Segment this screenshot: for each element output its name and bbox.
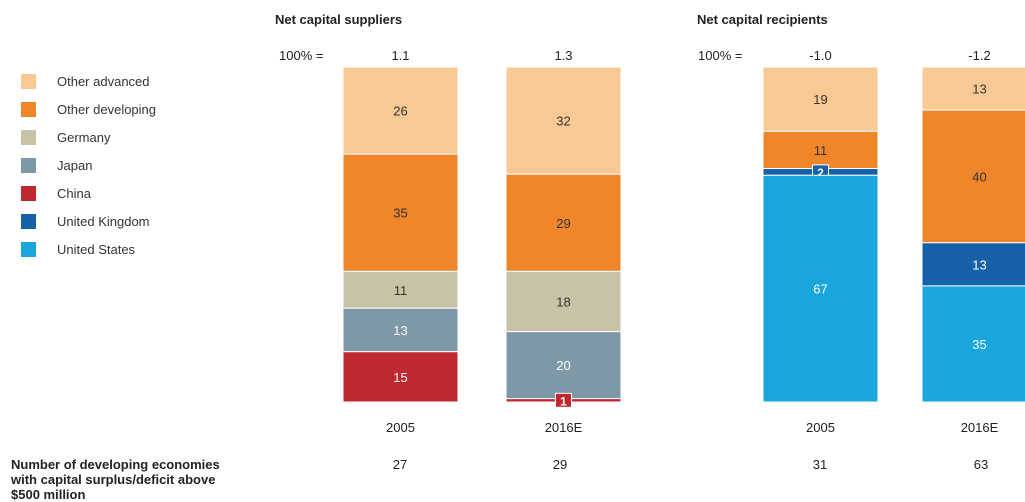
data-label: 26 bbox=[393, 104, 407, 119]
legend-label: China bbox=[57, 186, 92, 201]
legend-label: United States bbox=[57, 242, 136, 257]
bar-segment bbox=[342, 307, 459, 353]
bar-segment bbox=[762, 66, 879, 132]
bar-total-label: -1.0 bbox=[809, 48, 831, 63]
bar-segment bbox=[921, 109, 1025, 244]
bar-segment bbox=[921, 242, 1025, 287]
legend-swatch bbox=[21, 242, 36, 257]
data-label: 13 bbox=[972, 257, 986, 272]
category-label: 2005 bbox=[806, 420, 835, 435]
bar-segment bbox=[342, 351, 459, 403]
footer-value: 27 bbox=[393, 457, 407, 472]
legend-label: Germany bbox=[57, 130, 111, 145]
data-label: 11 bbox=[814, 143, 828, 158]
data-label: 67 bbox=[813, 282, 827, 297]
bar-total-label: 1.1 bbox=[391, 48, 409, 63]
bar-segment bbox=[342, 270, 459, 309]
footer-label: $500 million bbox=[11, 487, 85, 502]
footer-value: 31 bbox=[813, 457, 827, 472]
legend-swatch bbox=[21, 158, 36, 173]
bar-segment bbox=[505, 66, 622, 175]
data-label: 1 bbox=[560, 394, 567, 408]
category-label: 2016E bbox=[961, 420, 999, 435]
data-label: 18 bbox=[556, 295, 570, 310]
legend-swatch bbox=[21, 74, 36, 89]
footer-value: 29 bbox=[553, 457, 567, 472]
footer-value: 63 bbox=[974, 457, 988, 472]
data-label: 40 bbox=[972, 169, 986, 184]
bar-segment bbox=[505, 270, 622, 333]
legend-label: Japan bbox=[57, 158, 92, 173]
data-label: 15 bbox=[393, 370, 407, 385]
data-label: 35 bbox=[972, 337, 986, 352]
data-label: 2 bbox=[817, 166, 824, 180]
data-label: 19 bbox=[813, 92, 827, 107]
data-label: 11 bbox=[394, 283, 408, 298]
bar-segment bbox=[342, 153, 459, 272]
footer-label: with capital surplus/deficit above bbox=[10, 472, 215, 487]
data-label: 13 bbox=[393, 323, 407, 338]
bar-segment bbox=[342, 66, 459, 155]
data-label: 29 bbox=[556, 216, 570, 231]
bar-total-label: -1.2 bbox=[968, 48, 990, 63]
data-label: 13 bbox=[972, 82, 986, 97]
footer-label: Number of developing economies bbox=[11, 457, 220, 472]
legend-swatch bbox=[21, 214, 36, 229]
legend-swatch bbox=[21, 186, 36, 201]
data-label: 35 bbox=[393, 206, 407, 221]
bar-segment bbox=[762, 174, 879, 403]
group-title: Net capital suppliers bbox=[275, 12, 402, 27]
data-label-box bbox=[555, 392, 572, 408]
legend-swatch bbox=[21, 130, 36, 145]
category-label: 2016E bbox=[545, 420, 583, 435]
legend-label: Other advanced bbox=[57, 74, 150, 89]
bar-segment bbox=[921, 66, 1025, 111]
legend-label: Other developing bbox=[57, 102, 156, 117]
percent-label: 100% = bbox=[279, 48, 323, 63]
category-label: 2005 bbox=[386, 420, 415, 435]
data-label: 32 bbox=[556, 114, 570, 129]
bar-segment bbox=[921, 285, 1025, 403]
group-title: Net capital recipients bbox=[697, 12, 828, 27]
bar-total-label: 1.3 bbox=[554, 48, 572, 63]
legend-label: United Kingdom bbox=[57, 214, 150, 229]
percent-label: 100% = bbox=[698, 48, 742, 63]
legend-swatch bbox=[21, 102, 36, 117]
data-label: 20 bbox=[556, 358, 570, 373]
